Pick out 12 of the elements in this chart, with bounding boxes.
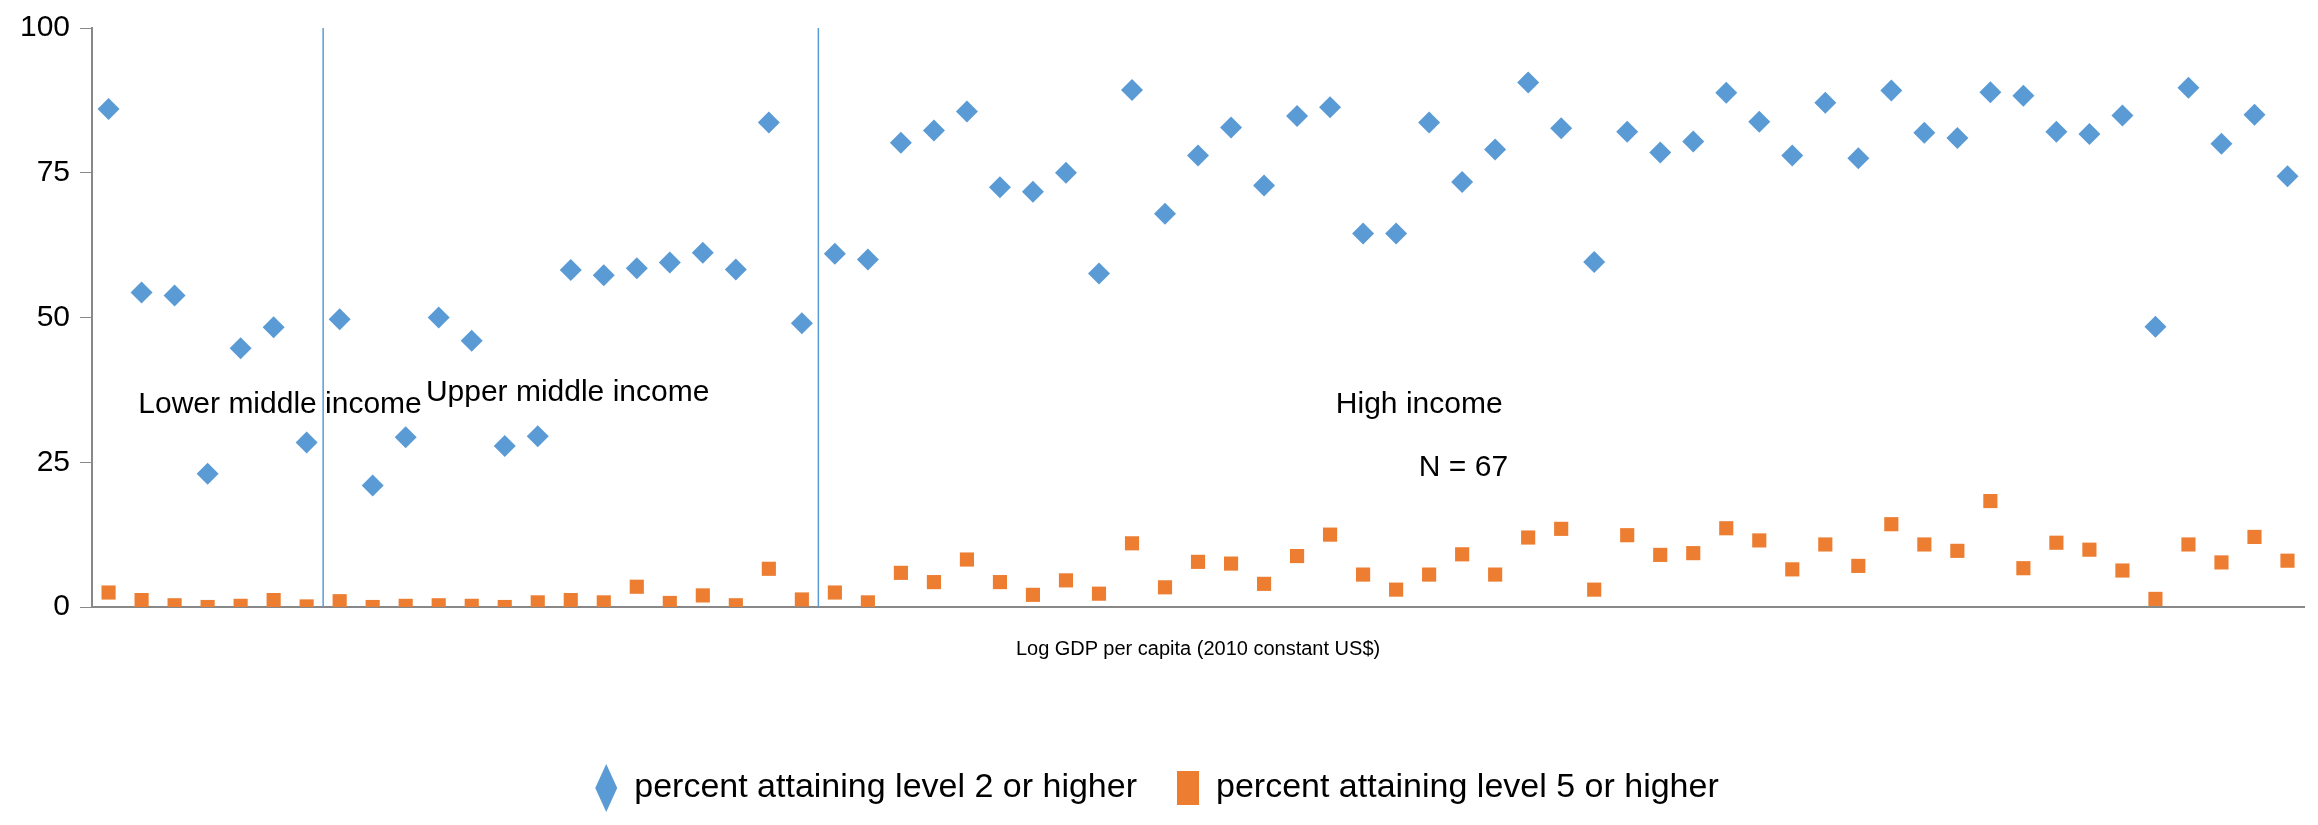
y-tick-label: 50 xyxy=(36,298,71,332)
y-tick-label: 0 xyxy=(53,588,71,622)
y-tick-label: 75 xyxy=(36,154,71,188)
annotation: High income xyxy=(1335,385,1503,419)
x-axis-title: Log GDP per capita (2010 constant US$) xyxy=(1015,636,1381,659)
legend-label: percent attaining level 2 or higher xyxy=(634,766,1137,805)
annotation: Upper middle income xyxy=(425,374,710,408)
annotation: N = 67 xyxy=(1418,449,1509,483)
legend-label: percent attaining level 5 or higher xyxy=(1216,766,1719,805)
y-tick-label: 25 xyxy=(36,443,71,477)
annotation: Lower middle income xyxy=(138,385,422,419)
y-tick-label: 100 xyxy=(19,9,71,43)
